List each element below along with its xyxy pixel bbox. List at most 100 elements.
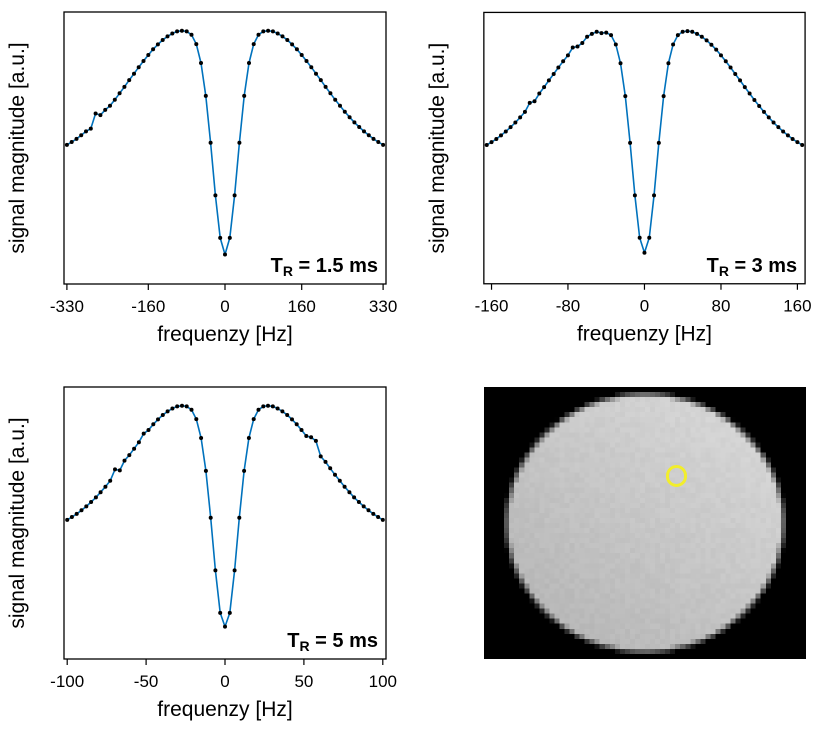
- data-point-marker: [199, 61, 203, 65]
- data-point-marker: [117, 91, 122, 96]
- data-point-marker: [213, 568, 218, 573]
- data-point-marker: [381, 142, 386, 147]
- tr-annotation-subscript: R: [299, 638, 309, 654]
- data-point-marker: [98, 490, 103, 495]
- data-point-marker: [294, 47, 299, 52]
- data-point-marker: [561, 59, 566, 64]
- x-tick-label: -80: [556, 297, 580, 316]
- spectrum-plot-tr3ms: -160 -80 0 80 160 frequenzy [Hz] signal magnit…: [426, 11, 812, 346]
- data-point-marker: [376, 515, 381, 519]
- data-point-marker: [361, 504, 366, 509]
- data-point-marker: [352, 495, 357, 500]
- data-point-marker: [628, 140, 633, 145]
- data-point-marker: [718, 53, 723, 58]
- data-point-marker: [270, 29, 275, 34]
- data-point-marker: [213, 193, 218, 198]
- data-point-marker: [290, 417, 294, 422]
- x-tick-label: -160: [131, 297, 165, 316]
- data-point-marker: [266, 28, 271, 33]
- data-point-marker: [112, 97, 117, 102]
- tr-annotation: TR = 3 ms: [707, 255, 797, 279]
- tr-annotation-value: = 1.5 ms: [293, 255, 378, 277]
- data-point-marker: [609, 33, 614, 38]
- axes-box: [483, 11, 806, 285]
- data-point-marker: [347, 490, 352, 495]
- data-point-marker: [160, 38, 165, 42]
- data-point-marker: [280, 34, 285, 39]
- data-point-marker: [299, 53, 304, 57]
- data-point-marker: [294, 422, 299, 427]
- data-point-marker: [165, 409, 170, 414]
- panel-spectrum-tr3ms: -160 -80 0 80 160 frequenzy [Hz] signal magnit…: [420, 0, 839, 375]
- data-point-marker: [256, 407, 261, 412]
- data-point-marker: [323, 459, 328, 464]
- data-point-marker: [699, 34, 704, 39]
- data-point-marker: [761, 109, 766, 114]
- data-point-marker: [108, 103, 112, 108]
- data-point-marker: [136, 65, 141, 70]
- x-tick-label: 0: [640, 297, 649, 316]
- data-point-marker: [93, 111, 98, 116]
- data-point-marker: [680, 29, 685, 34]
- data-point-marker: [156, 417, 160, 422]
- data-point-marker: [652, 193, 657, 198]
- x-tick-label: 100: [369, 672, 397, 691]
- data-point-marker: [742, 85, 747, 90]
- data-point-marker: [656, 140, 661, 145]
- data-point-marker: [337, 478, 342, 483]
- data-point-marker: [242, 468, 247, 473]
- y-axis-label: signal magnitude [a.u.]: [6, 417, 29, 628]
- data-point-marker: [88, 126, 93, 131]
- data-point-marker: [127, 78, 132, 83]
- data-point-marker: [74, 511, 79, 516]
- data-point-marker: [599, 31, 604, 36]
- data-point-marker: [347, 115, 352, 120]
- panel-spectrum-tr5ms: -100 -50 0 50 100 frequenzy [Hz] signal magnit…: [0, 375, 420, 750]
- data-point-marker: [69, 140, 74, 144]
- data-point-marker: [79, 133, 84, 138]
- tr-annotation-subscript: R: [283, 263, 293, 279]
- data-point-marker: [189, 32, 194, 37]
- axes-box: [63, 11, 387, 285]
- data-point-marker: [160, 413, 165, 417]
- x-tick-label: -100: [50, 672, 84, 691]
- data-point-marker: [371, 511, 376, 516]
- data-point-marker: [155, 42, 160, 47]
- data-point-marker: [518, 115, 523, 120]
- data-point-marker: [151, 422, 156, 427]
- data-point-marker: [290, 42, 295, 47]
- data-point-marker: [103, 107, 108, 112]
- data-point-marker: [613, 42, 618, 47]
- data-point-marker: [714, 47, 719, 52]
- data-point-marker: [227, 610, 232, 615]
- data-point-marker: [64, 142, 69, 147]
- data-point-marker: [637, 235, 642, 240]
- tr-annotation-value: = 3 ms: [729, 255, 797, 277]
- data-point-marker: [98, 113, 103, 118]
- data-point-marker: [175, 404, 180, 409]
- data-point-marker: [218, 610, 223, 615]
- data-point-marker: [136, 440, 141, 445]
- x-tick-label: -160: [475, 297, 509, 316]
- data-point-marker: [546, 78, 551, 83]
- x-axis-label: frequenzy [Hz]: [157, 698, 292, 721]
- data-point-marker: [356, 500, 361, 504]
- data-point-marker: [79, 508, 84, 513]
- signal-profile-line: [486, 30, 803, 254]
- data-point-marker: [122, 458, 127, 463]
- data-point-marker: [508, 125, 513, 130]
- data-point-marker: [275, 31, 280, 36]
- data-point-marker: [227, 235, 232, 240]
- data-point-marker: [285, 38, 290, 42]
- data-point-marker: [527, 100, 532, 105]
- data-point-marker: [695, 31, 700, 36]
- data-point-marker: [371, 136, 376, 141]
- data-point-marker: [800, 143, 805, 147]
- data-point-marker: [642, 250, 647, 255]
- data-point-marker: [237, 140, 242, 145]
- data-point-marker: [313, 438, 318, 443]
- data-point-marker: [203, 93, 208, 98]
- data-point-marker: [623, 94, 628, 99]
- data-point-marker: [275, 406, 280, 411]
- data-point-marker: [304, 434, 309, 438]
